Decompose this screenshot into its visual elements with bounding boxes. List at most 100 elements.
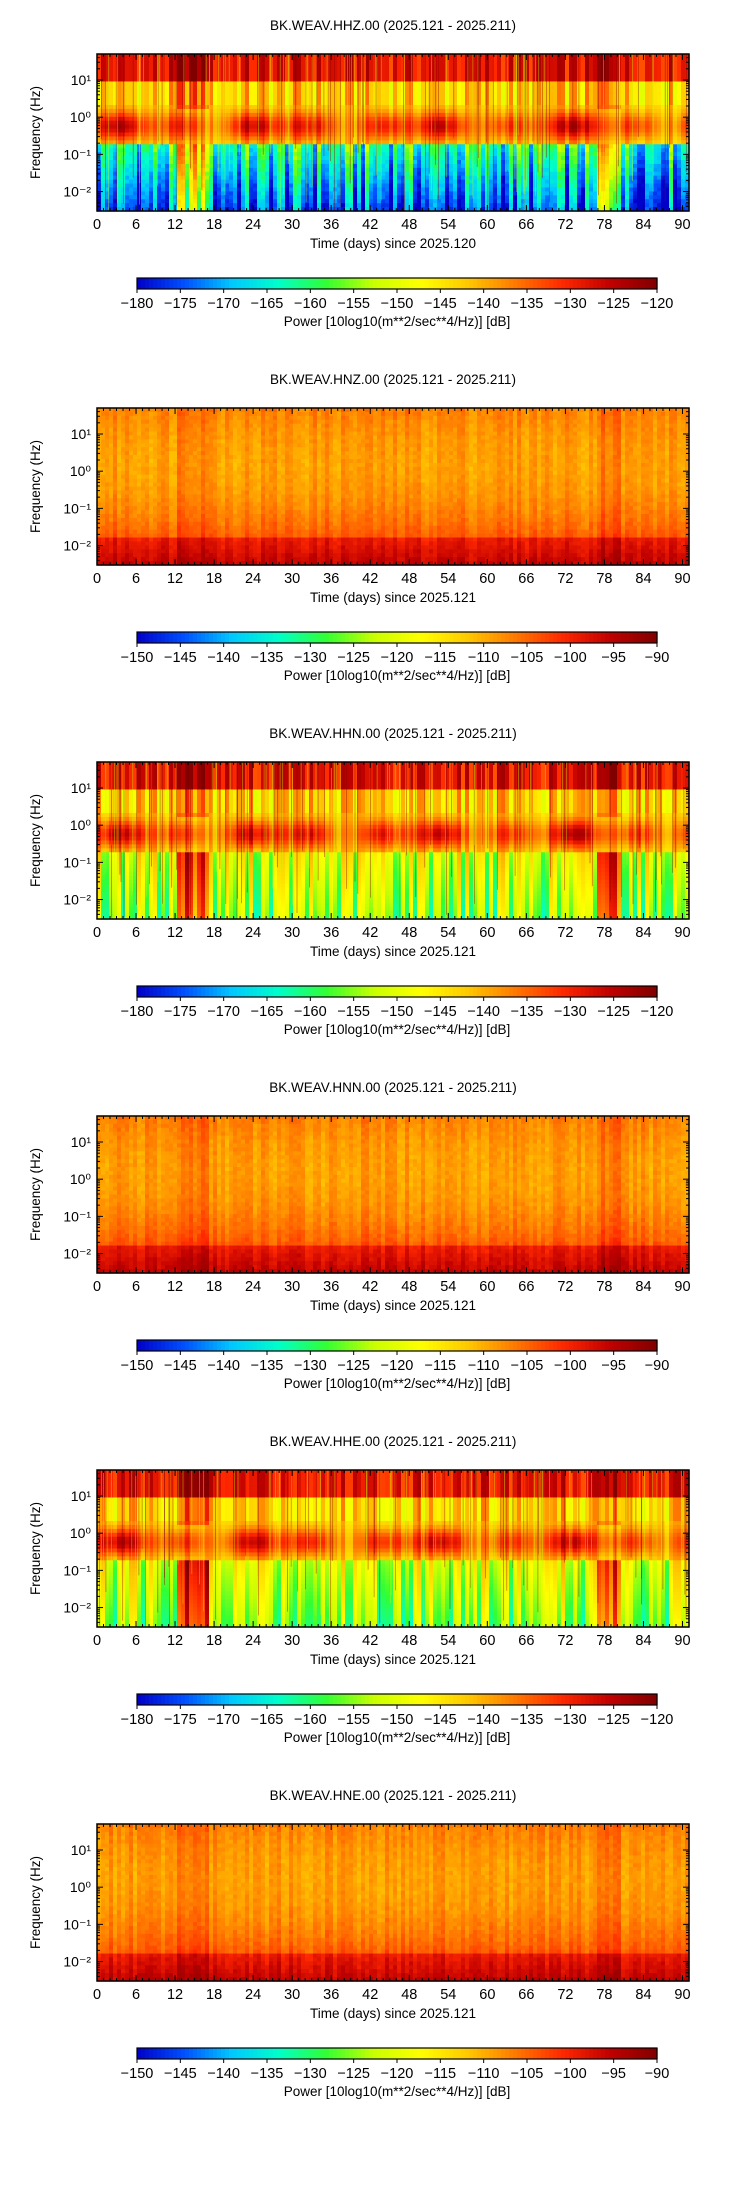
heatmap-cell	[317, 203, 322, 208]
heatmap-cell	[301, 120, 306, 126]
heatmap-cell	[393, 167, 398, 173]
heatmap-cell	[465, 108, 470, 114]
heatmap-cell	[489, 187, 494, 192]
heatmap-cell	[189, 144, 194, 149]
heatmap-cell	[421, 144, 426, 149]
heatmap-cell	[441, 203, 446, 208]
heatmap-cell	[329, 124, 334, 130]
heatmap-cell	[461, 73, 466, 79]
heatmap-cell	[565, 116, 570, 122]
heatmap-cell	[537, 195, 542, 200]
heatmap-cell	[377, 183, 382, 189]
heatmap-cell	[385, 132, 390, 138]
heatmap-cell	[313, 81, 318, 86]
heatmap-cell	[581, 108, 586, 114]
heatmap-cell	[217, 199, 222, 204]
heatmap-cell	[217, 57, 222, 63]
heatmap-cell	[389, 156, 394, 161]
heatmap-cell	[473, 183, 478, 189]
heatmap-cell	[397, 124, 402, 130]
heatmap-cell	[181, 179, 186, 185]
heatmap-cell	[209, 148, 214, 153]
heatmap-cell	[181, 195, 186, 200]
heatmap-cell	[173, 156, 178, 161]
heatmap-cell	[225, 187, 230, 192]
heatmap-cell	[557, 175, 562, 181]
heatmap-cell	[417, 148, 422, 153]
heatmap-cell	[509, 163, 514, 169]
heatmap-cell	[509, 171, 514, 177]
heatmap-cell	[233, 199, 238, 204]
heatmap-cell	[409, 108, 414, 114]
heatmap-cell	[577, 112, 582, 118]
heatmap-cell	[541, 199, 546, 204]
heatmap-cell	[145, 65, 150, 71]
heatmap-cell	[177, 136, 182, 141]
heatmap-cell	[385, 73, 390, 79]
heatmap-cell	[317, 167, 322, 173]
heatmap-cell	[421, 175, 426, 181]
heatmap-cell	[249, 97, 254, 102]
heatmap-cell	[321, 101, 326, 106]
heatmap-cell	[341, 136, 346, 141]
heatmap-cell	[501, 105, 506, 110]
heatmap-cell	[409, 159, 414, 165]
heatmap-cell	[485, 105, 490, 110]
heatmap-cell	[285, 171, 290, 177]
heatmap-cell	[485, 128, 490, 134]
heatmap-cell	[273, 191, 278, 196]
heatmap-cell	[293, 108, 298, 114]
heatmap-cell	[581, 77, 586, 83]
heatmap-cell	[213, 136, 218, 141]
heatmap-cell	[469, 171, 474, 177]
heatmap-cell	[433, 175, 438, 181]
heatmap-cell	[293, 152, 298, 157]
heatmap-cell	[541, 73, 546, 79]
heatmap-cell	[145, 97, 150, 102]
heatmap-cell	[489, 85, 494, 90]
heatmap-cell	[473, 108, 478, 114]
heatmap-cell	[197, 105, 202, 110]
heatmap-cell	[353, 120, 358, 126]
heatmap-cell	[589, 112, 594, 118]
heatmap-cell	[337, 73, 342, 79]
heatmap-cell	[477, 73, 482, 79]
heatmap-cell	[377, 159, 382, 165]
heatmap-cell	[549, 167, 554, 173]
heatmap-cell	[101, 128, 106, 134]
heatmap-cell	[573, 116, 578, 122]
heatmap-cell	[569, 144, 574, 149]
heatmap-cell	[473, 65, 478, 71]
heatmap-cell	[569, 152, 574, 157]
heatmap-cell	[217, 207, 222, 212]
heatmap-cell	[317, 81, 322, 86]
heatmap-cell	[553, 85, 558, 90]
heatmap-cell	[553, 54, 558, 59]
heatmap-cell	[289, 187, 294, 192]
heatmap-cell	[285, 203, 290, 208]
heatmap-cell	[145, 187, 150, 192]
heatmap-cell	[105, 89, 110, 94]
heatmap-cell	[537, 97, 542, 102]
heatmap-cell	[145, 128, 150, 134]
heatmap-cell	[441, 97, 446, 102]
heatmap-cell	[417, 191, 422, 196]
heatmap-cell	[213, 175, 218, 181]
heatmap-cell	[557, 183, 562, 189]
heatmap-cell	[481, 89, 486, 94]
heatmap-cell	[525, 144, 530, 149]
heatmap-cell	[101, 187, 106, 192]
heatmap-cell	[305, 140, 310, 145]
heatmap-cell	[417, 207, 422, 212]
heatmap-cell	[589, 120, 594, 126]
heatmap-cell	[421, 85, 426, 90]
heatmap-cell	[217, 120, 222, 126]
heatmap-cell	[249, 54, 254, 59]
heatmap-cell	[337, 81, 342, 86]
heatmap-cell	[529, 199, 534, 204]
heatmap-cell	[101, 120, 106, 126]
heatmap-cell	[365, 73, 370, 79]
heatmap-cell	[465, 148, 470, 153]
heatmap-cell	[117, 120, 122, 126]
heatmap-cell	[165, 81, 170, 86]
